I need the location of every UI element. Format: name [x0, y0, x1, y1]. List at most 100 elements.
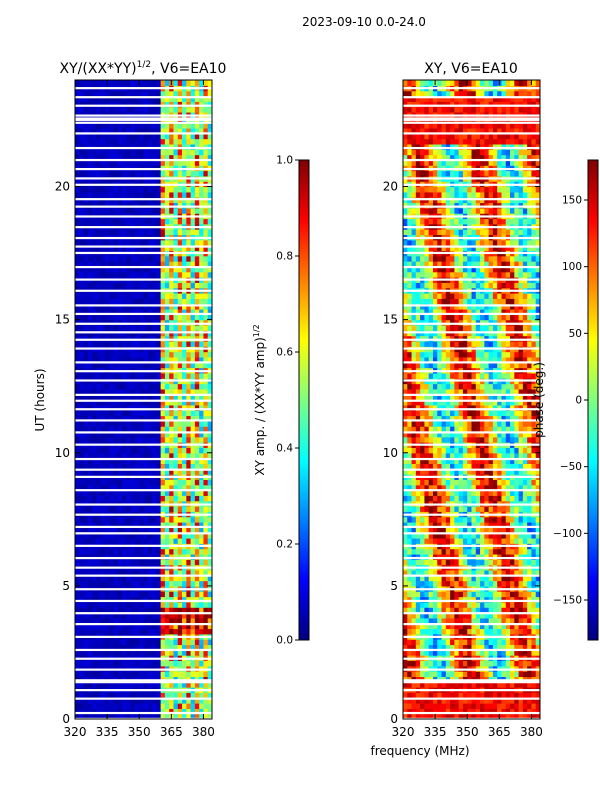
heatmap-cell — [190, 293, 196, 299]
heatmap-cell — [92, 612, 98, 619]
heatmap-cell — [207, 127, 212, 134]
heatmap-cell — [505, 591, 511, 598]
heatmap-cell — [75, 101, 80, 108]
heatmap-cell — [92, 591, 98, 598]
heatmap-cell — [190, 245, 196, 251]
heatmap-cell — [182, 282, 187, 289]
heatmap-cell — [505, 660, 511, 667]
heatmap-cell — [420, 713, 426, 719]
heatmap-cell — [407, 612, 413, 619]
heatmap-cell — [471, 703, 477, 709]
heatmap-cell — [130, 521, 136, 528]
heatmap-cell — [87, 404, 93, 411]
heatmap-cell — [177, 452, 183, 459]
heatmap-cell — [87, 106, 93, 113]
heatmap-cell — [522, 612, 528, 619]
heatmap-cell — [497, 681, 503, 688]
heatmap-cell — [92, 532, 98, 539]
heatmap-cell — [420, 580, 426, 587]
heatmap-cell — [83, 671, 89, 677]
heatmap-cell — [207, 229, 212, 236]
heatmap-cell — [186, 580, 192, 587]
heatmap-cell — [139, 394, 145, 401]
heatmap-cell — [75, 527, 80, 534]
heatmap-cell — [75, 569, 80, 576]
heatmap-cell — [182, 548, 187, 555]
heatmap-cell — [117, 159, 123, 166]
heatmap-cell — [122, 681, 127, 688]
heatmap-cell — [79, 90, 85, 97]
heatmap-cell — [126, 340, 132, 347]
heatmap-cell — [403, 703, 408, 709]
heatmap-cell — [514, 697, 520, 704]
heatmap-cell — [173, 314, 179, 321]
heatmap-cell — [432, 580, 438, 587]
heatmap-cell — [92, 495, 98, 502]
heatmap-cell — [462, 697, 468, 704]
heatmap-cell — [415, 548, 421, 555]
heatmap-cell — [199, 90, 205, 97]
data-gap-row — [75, 361, 212, 364]
heatmap-cell — [134, 133, 140, 140]
data-gap-row — [75, 623, 212, 626]
heatmap-cell — [156, 506, 162, 512]
heatmap-cell — [160, 394, 166, 401]
heatmap-cell — [462, 612, 468, 619]
heatmap-cell — [104, 671, 110, 677]
heatmap-cell — [79, 80, 85, 86]
heatmap-cell — [480, 596, 485, 603]
heatmap-cell — [156, 324, 162, 331]
heatmap-cell — [147, 569, 153, 576]
heatmap-cell — [173, 559, 179, 566]
data-gap-row — [75, 525, 212, 529]
heatmap-cell — [194, 106, 200, 113]
heatmap-cell — [164, 660, 170, 667]
heatmap-cell — [420, 612, 426, 619]
heatmap-cell — [126, 245, 132, 251]
heatmap-cell — [173, 553, 179, 560]
heatmap-cell — [164, 80, 170, 86]
heatmap-cell — [79, 202, 85, 209]
data-gap-row — [75, 114, 212, 117]
heatmap-cell — [113, 372, 119, 379]
heatmap-cell — [87, 308, 93, 315]
heatmap-cell — [122, 447, 127, 454]
heatmap-cell — [147, 266, 153, 273]
heatmap-cell — [164, 591, 170, 598]
heatmap-cell — [186, 506, 192, 512]
heatmap-cell — [87, 447, 93, 454]
heatmap-cell — [160, 516, 166, 523]
heatmap-cell — [75, 639, 80, 646]
heatmap-cell — [505, 681, 511, 688]
heatmap-cell — [109, 191, 115, 198]
heatmap-cell — [109, 154, 115, 161]
heatmap-cell — [169, 521, 175, 528]
heatmap-cell — [139, 623, 145, 630]
heatmap-cell — [514, 596, 520, 603]
heatmap-cell — [454, 671, 460, 677]
heatmap-cell — [527, 575, 533, 582]
heatmap-cell — [194, 708, 200, 715]
heatmap-cell — [207, 479, 212, 486]
heatmap-cell — [152, 660, 157, 667]
heatmap-cell — [531, 697, 537, 704]
heatmap-cell — [122, 388, 127, 395]
heatmap-cell — [497, 601, 503, 608]
heatmap-cell — [156, 431, 162, 438]
heatmap-cell — [467, 697, 473, 704]
heatmap-cell — [505, 628, 511, 635]
heatmap-cell — [96, 394, 102, 401]
heatmap-cell — [514, 591, 520, 598]
heatmap-cell — [92, 282, 98, 289]
heatmap-cell — [139, 271, 145, 278]
heatmap-cell — [117, 415, 123, 422]
heatmap-cell — [428, 553, 434, 560]
heatmap-cell — [441, 612, 447, 619]
heatmap-cell — [510, 628, 515, 635]
heatmap-cell — [441, 681, 447, 688]
heatmap-cell — [130, 388, 136, 395]
heatmap-cell — [113, 521, 119, 528]
heatmap-cell — [75, 479, 80, 486]
heatmap-cell — [96, 671, 102, 677]
heatmap-cell — [83, 303, 89, 310]
